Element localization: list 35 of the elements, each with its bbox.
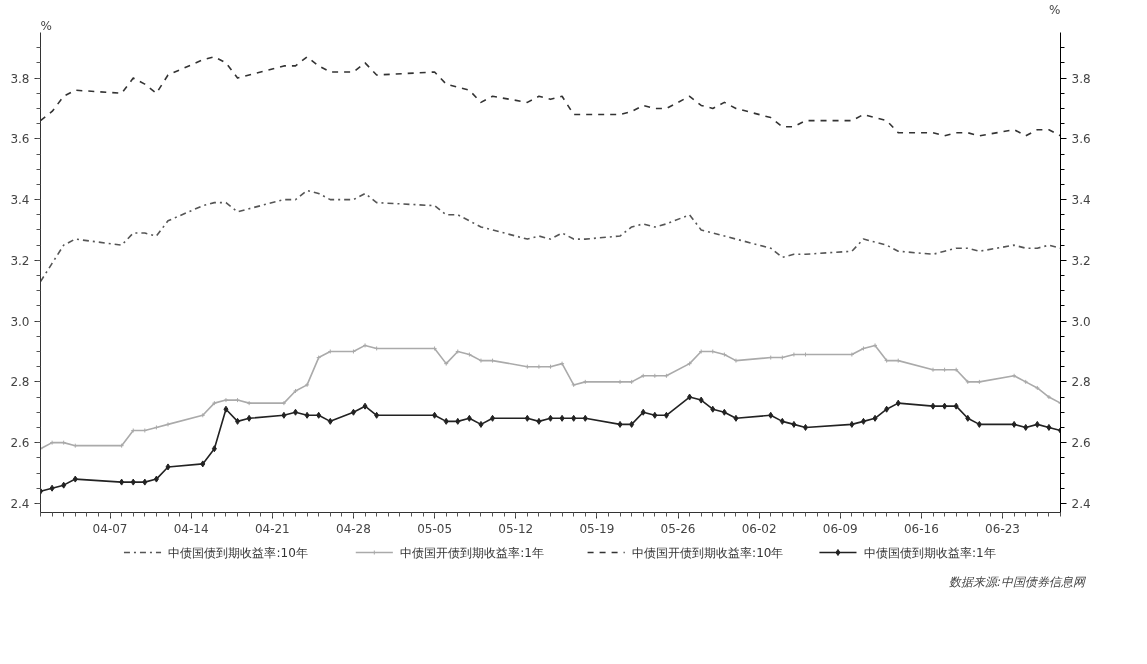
y2-tick-label: 3.8 [1071,71,1091,86]
y-tick-label: 2.8 [10,375,30,390]
y2-tick-label: 3.4 [1071,193,1091,208]
y-axis-title: % [40,18,52,33]
legend-label: 中债国开债到期收益率:1年 [400,545,544,560]
y-tick-label: 3.6 [10,132,30,147]
x-tick-label: 05-19 [579,521,615,536]
x-tick-label: 06-23 [985,521,1020,536]
x-tick-label: 06-16 [903,521,939,536]
y-tick-label: 2.6 [10,436,30,451]
legend-label: 中债国开债到期收益率:10年 [632,545,784,560]
x-tick-label: 05-26 [660,521,696,536]
y2-tick-label: 3.0 [1071,314,1091,329]
y-tick-label: 3.2 [10,253,30,268]
legend-label: 中债国债到期收益率:1年 [863,545,996,560]
x-tick-label: 05-05 [417,521,453,536]
y2-tick-label: 2.8 [1071,375,1091,390]
x-tick-label: 04-07 [92,521,128,536]
x-tick-label: 06-09 [822,521,858,536]
y2-tick-label: 2.4 [1071,496,1091,511]
y2-tick-label: 2.6 [1071,436,1091,451]
y-tick-label: 3.0 [10,314,30,329]
x-tick-label: 04-28 [336,521,371,536]
y-tick-label: 2.4 [10,496,30,511]
y-tick-label: 3.8 [10,71,30,86]
x-tick-label: 04-21 [254,521,290,536]
source-note: 数据来源:中国债券信息网 [948,574,1085,591]
x-tick-label: 05-12 [498,521,534,536]
legend-label: 中债国债到期收益率:10年 [168,545,308,560]
x-tick-label: 06-02 [741,521,777,536]
y2-tick-label: 3.2 [1071,253,1091,268]
x-tick-label: 04-14 [173,521,209,536]
y-tick-label: 3.4 [10,193,30,208]
y2-tick-label: 3.6 [1071,132,1091,147]
y2-axis-title: % [1049,2,1061,17]
